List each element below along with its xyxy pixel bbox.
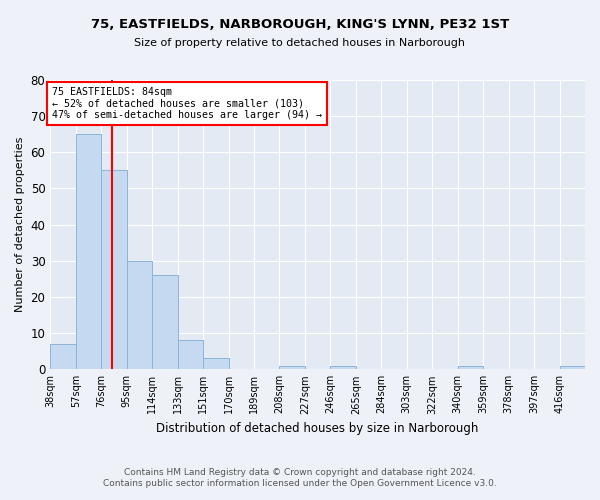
Bar	[178, 340, 203, 370]
Bar	[101, 170, 127, 370]
Bar	[76, 134, 101, 370]
Bar	[50, 344, 76, 370]
Bar	[127, 261, 152, 370]
Bar	[203, 358, 229, 370]
Text: Size of property relative to detached houses in Narborough: Size of property relative to detached ho…	[134, 38, 466, 48]
Bar	[560, 366, 585, 370]
Bar	[331, 366, 356, 370]
Text: 75, EASTFIELDS, NARBOROUGH, KING'S LYNN, PE32 1ST: 75, EASTFIELDS, NARBOROUGH, KING'S LYNN,…	[91, 18, 509, 30]
Bar	[152, 276, 178, 370]
X-axis label: Distribution of detached houses by size in Narborough: Distribution of detached houses by size …	[157, 422, 479, 435]
Text: 75 EASTFIELDS: 84sqm
← 52% of detached houses are smaller (103)
47% of semi-deta: 75 EASTFIELDS: 84sqm ← 52% of detached h…	[52, 87, 322, 120]
Bar	[280, 366, 305, 370]
Text: Contains HM Land Registry data © Crown copyright and database right 2024.
Contai: Contains HM Land Registry data © Crown c…	[103, 468, 497, 487]
Y-axis label: Number of detached properties: Number of detached properties	[15, 137, 25, 312]
Bar	[458, 366, 483, 370]
